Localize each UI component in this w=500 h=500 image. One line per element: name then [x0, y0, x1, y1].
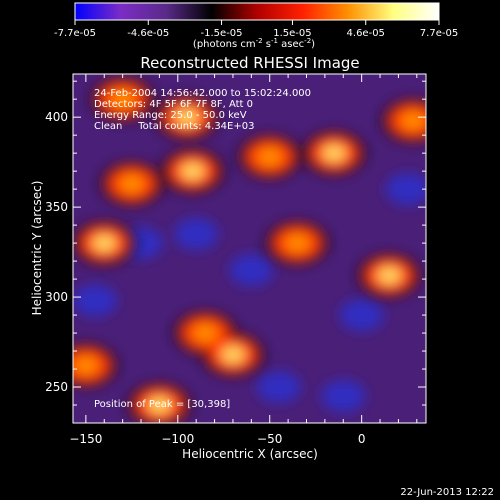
- colorbar-tick-label: -7.7e-05: [54, 28, 96, 39]
- annotation-line: 24-Feb-2004 14:56:42.000 to 15:02:24.000: [94, 88, 311, 99]
- heatmap-dim-blob: [229, 254, 274, 287]
- x-tick-label: −50: [257, 432, 282, 446]
- heatmap-bright-core: [377, 266, 402, 285]
- x-tick-label: −100: [161, 432, 194, 446]
- heatmap-bright-core: [220, 345, 245, 364]
- annotation-line: Energy Range: 25.0 - 50.0 keV: [94, 110, 247, 121]
- heatmap-dim-blob: [174, 218, 219, 251]
- annotations: 24-Feb-2004 14:56:42.000 to 15:02:24.000…: [94, 88, 311, 132]
- heatmap-bright-core: [73, 356, 98, 375]
- x-axis-label: Heliocentric X (arcsec): [182, 447, 318, 461]
- colorbar-tick-label: 7.7e-05: [420, 28, 458, 39]
- plot-frame: [72, 73, 427, 424]
- heatmap-dim-blob: [339, 299, 384, 332]
- y-tick-label: 350: [45, 200, 68, 214]
- colorbar-tick-label: -1.5e-05: [201, 28, 243, 39]
- colorbar: [74, 2, 440, 21]
- y-tick-label: 300: [45, 290, 68, 304]
- heatmap-bright-core: [193, 324, 218, 343]
- heatmap-bright-core: [147, 396, 172, 415]
- heatmap: [73, 74, 426, 423]
- heatmap-bright-core: [180, 162, 205, 181]
- heatmap-bright-core: [285, 234, 310, 253]
- heatmap-dim-blob: [73, 284, 118, 317]
- heatmap-bright-core: [322, 144, 347, 163]
- y-axis-label: Heliocentric Y (arcsec): [30, 181, 44, 316]
- heatmap-bright-core: [110, 90, 135, 109]
- colorbar-tick-label: 1.5e-05: [273, 28, 311, 39]
- y-tick-label: 250: [45, 380, 68, 394]
- heatmap-bright-core: [92, 234, 117, 253]
- heatmap-bright-core: [257, 147, 282, 166]
- heatmap-bright-core: [174, 108, 199, 127]
- colorbar-ticks: -7.7e-05 -4.6e-05 -1.5e-05 1.5e-05 4.6e-05 7.…: [54, 20, 458, 39]
- x-tick-label: −150: [69, 432, 102, 446]
- annotation-line: Detectors: 4F 5F 6F 7F 8F, Att 0: [94, 99, 253, 110]
- colorbar-tick-label: -4.6e-05: [127, 28, 169, 39]
- heatmap-bright-regions: [73, 75, 426, 423]
- heatmap-dim-blob: [321, 380, 366, 413]
- chart-title: Reconstructed RHESSI Image: [140, 54, 359, 72]
- colorbar-unit-label: (photons cm-2 s-1 asec-2): [193, 37, 315, 50]
- heatmap-dim-blob: [256, 371, 301, 404]
- y-tick-label: 400: [45, 110, 68, 124]
- annotation-line: Clean Total counts: 4.34E+03: [94, 121, 254, 132]
- axis-ticks: −150 −100 −50 0 250 300 350 400: [45, 74, 426, 446]
- x-tick-label: 0: [358, 432, 366, 446]
- peak-position-label: Position of Peak = [30,398]: [94, 399, 230, 410]
- heatmap-bright-core: [401, 111, 426, 130]
- footer-date: 22-Jun-2013 12:22: [400, 487, 494, 498]
- heatmap-bright-core: [119, 174, 144, 193]
- heatmap-dim-blob: [385, 173, 426, 206]
- colorbar-tick-label: 4.6e-05: [347, 28, 385, 39]
